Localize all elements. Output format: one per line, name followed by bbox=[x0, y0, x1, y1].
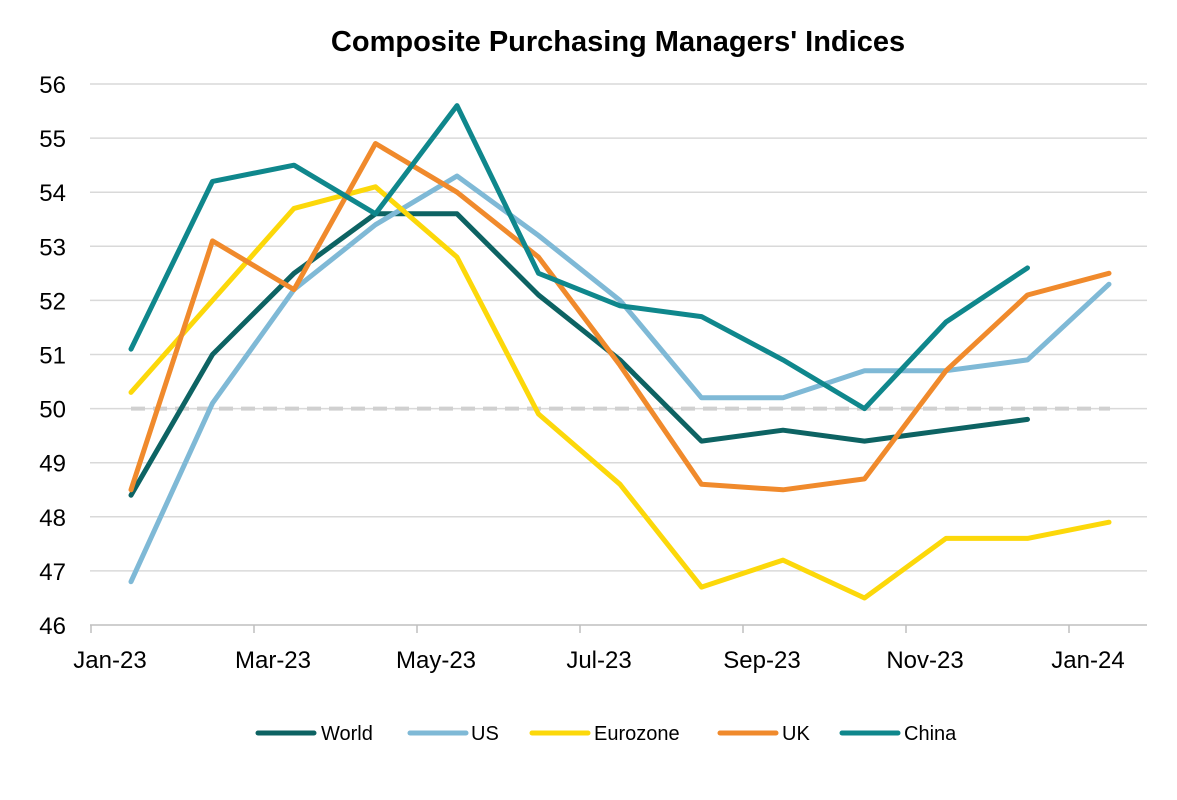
x-axis bbox=[90, 624, 1147, 633]
x-tick-label: Jan-24 bbox=[1051, 647, 1124, 674]
legend-item-uk: UK bbox=[717, 723, 810, 745]
y-tick-label: 49 bbox=[39, 451, 66, 478]
series-lines bbox=[128, 103, 1112, 601]
y-tick-label: 51 bbox=[39, 343, 66, 370]
legend-item-china: China bbox=[839, 723, 957, 745]
y-tick-label: 46 bbox=[39, 613, 66, 640]
x-tick-label: Sep-23 bbox=[723, 647, 800, 674]
y-tick-label: 47 bbox=[39, 559, 66, 586]
series-line-world bbox=[128, 211, 1030, 498]
series-line-china bbox=[128, 103, 1030, 412]
y-tick-label: 55 bbox=[39, 126, 66, 153]
chart-title: Composite Purchasing Managers' Indices bbox=[331, 26, 905, 58]
legend-label: China bbox=[904, 723, 957, 745]
y-tick-label: 50 bbox=[39, 397, 66, 424]
y-tick-label: 54 bbox=[39, 180, 66, 207]
legend-item-world: World bbox=[255, 723, 373, 745]
x-tick-label: Mar-23 bbox=[235, 647, 311, 674]
legend-label: UK bbox=[782, 723, 810, 745]
x-tick-label: Nov-23 bbox=[886, 647, 963, 674]
gridlines bbox=[90, 83, 1147, 572]
x-tick-label: May-23 bbox=[396, 647, 476, 674]
legend-label: US bbox=[471, 723, 499, 745]
legend-item-eurozone: Eurozone bbox=[529, 723, 680, 745]
x-tick-label: Jul-23 bbox=[566, 647, 631, 674]
legend-item-us: US bbox=[407, 723, 499, 745]
y-tick-label: 56 bbox=[39, 72, 66, 99]
y-tick-label: 52 bbox=[39, 288, 66, 315]
legend-label: World bbox=[321, 723, 373, 745]
series-line-us bbox=[128, 173, 1112, 585]
x-tick-label: Jan-23 bbox=[73, 647, 146, 674]
y-tick-label: 48 bbox=[39, 505, 66, 532]
legend: World US Eurozone UK China bbox=[255, 723, 957, 745]
series-line-uk bbox=[128, 141, 1112, 493]
legend-label: Eurozone bbox=[594, 723, 680, 745]
x-axis-tick-labels: Jan-23 Mar-23 May-23 Jul-23 Sep-23 Nov-23 Jan-… bbox=[73, 647, 1124, 674]
y-axis-tick-labels: 46 47 48 49 50 51 52 53 54 55 56 bbox=[39, 72, 66, 640]
y-tick-label: 53 bbox=[39, 234, 66, 261]
series-line-eurozone bbox=[128, 184, 1112, 601]
